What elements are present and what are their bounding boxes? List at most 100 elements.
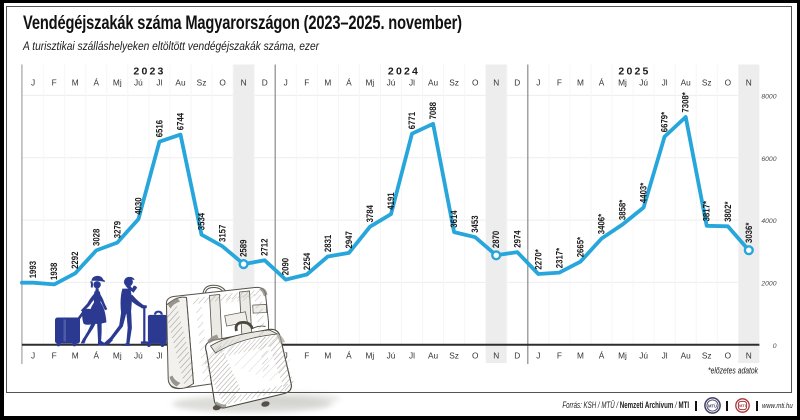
svg-text:Au: Au (428, 78, 439, 88)
svg-text:O: O (725, 351, 732, 361)
svg-text:2712: 2712 (259, 238, 270, 255)
svg-text:3534: 3534 (196, 213, 207, 230)
svg-text:7088: 7088 (427, 102, 438, 119)
svg-text:2090: 2090 (280, 258, 291, 275)
svg-text:3279: 3279 (112, 221, 123, 238)
svg-text:3406*: 3406* (596, 213, 607, 234)
svg-text:MTÜ: MTÜ (708, 403, 717, 408)
svg-text:6744: 6744 (175, 113, 186, 130)
svg-text:4403*: 4403* (638, 182, 649, 203)
svg-text:Jú: Jú (134, 351, 143, 361)
svg-text:Sz: Sz (449, 78, 459, 88)
svg-text:M: M (324, 351, 331, 361)
svg-text:4191: 4191 (385, 192, 396, 209)
svg-text:Au: Au (175, 78, 186, 88)
svg-text:M: M (577, 78, 584, 88)
svg-text:J: J (536, 78, 540, 88)
svg-text:2870: 2870 (490, 231, 501, 248)
svg-text:3858*: 3858* (617, 199, 628, 220)
svg-text:D: D (514, 78, 520, 88)
svg-text:Á: Á (346, 78, 352, 88)
svg-text:M: M (324, 78, 331, 88)
svg-text:3028: 3028 (91, 229, 102, 246)
svg-text:2831: 2831 (322, 235, 333, 252)
svg-text:F: F (52, 351, 57, 361)
svg-text:Sz: Sz (702, 351, 712, 361)
svg-text:Sz: Sz (702, 78, 712, 88)
svg-text:2024: 2024 (388, 66, 420, 78)
svg-text:1993: 1993 (27, 261, 38, 278)
svg-text:F: F (304, 351, 309, 361)
svg-text:1938: 1938 (48, 263, 59, 280)
svg-text:J: J (31, 78, 35, 88)
svg-text:6771: 6771 (406, 112, 417, 129)
svg-text:Mj: Mj (618, 351, 627, 361)
svg-text:Au: Au (428, 351, 439, 361)
svg-text:Jl: Jl (409, 78, 415, 88)
svg-text:F: F (304, 78, 309, 88)
svg-text:2270*: 2270* (533, 249, 544, 270)
svg-text:8000: 8000 (761, 93, 776, 100)
svg-text:F: F (557, 351, 562, 361)
svg-text:N: N (493, 78, 499, 88)
svg-text:2665*: 2665* (575, 236, 586, 257)
svg-text:N: N (746, 78, 752, 88)
svg-text:2947: 2947 (343, 231, 354, 248)
svg-text:Mj: Mj (113, 351, 122, 361)
svg-text:N: N (241, 78, 247, 88)
svg-text:3817*: 3817* (701, 200, 712, 221)
svg-text:Au: Au (681, 351, 692, 361)
svg-text:Mj: Mj (366, 78, 375, 88)
svg-text:O: O (725, 78, 732, 88)
svg-text:D: D (262, 78, 268, 88)
svg-text:Jl: Jl (409, 351, 415, 361)
svg-text:M: M (577, 351, 584, 361)
svg-text:Jú: Jú (639, 78, 648, 88)
svg-text:J: J (31, 351, 35, 361)
svg-text:Jl: Jl (662, 351, 668, 361)
svg-text:0: 0 (773, 343, 777, 350)
svg-text:2000: 2000 (760, 280, 776, 287)
svg-text:Á: Á (94, 78, 100, 88)
svg-text:4030: 4030 (133, 197, 144, 214)
svg-text:J: J (284, 78, 288, 88)
svg-text:Á: Á (94, 351, 100, 361)
svg-text:F: F (557, 78, 562, 88)
svg-text:2254: 2254 (301, 253, 312, 270)
svg-text:Jl: Jl (156, 78, 162, 88)
svg-text:Á: Á (346, 351, 352, 361)
svg-text:6679*: 6679* (659, 111, 670, 132)
svg-text:Au: Au (681, 78, 692, 88)
svg-text:Mj: Mj (366, 351, 375, 361)
svg-text:Sz: Sz (449, 351, 459, 361)
svg-text:MTI: MTI (739, 404, 746, 408)
svg-text:Á: Á (599, 78, 605, 88)
svg-text:N: N (746, 351, 752, 361)
svg-text:3784: 3784 (364, 205, 375, 222)
svg-text:Jl: Jl (156, 351, 162, 361)
svg-text:4000: 4000 (761, 218, 776, 225)
svg-text:Sz: Sz (197, 78, 207, 88)
svg-text:7308*: 7308* (680, 92, 691, 113)
svg-text:Jú: Jú (387, 351, 396, 361)
svg-text:3036*: 3036* (743, 222, 754, 243)
svg-text:3453: 3453 (469, 215, 480, 232)
svg-text:N: N (493, 351, 499, 361)
svg-text:J: J (536, 351, 540, 361)
svg-text:Jú: Jú (639, 351, 648, 361)
svg-text:O: O (472, 78, 479, 88)
svg-text:3802*: 3802* (722, 201, 733, 222)
svg-text:J: J (284, 351, 288, 361)
svg-text:M: M (72, 351, 79, 361)
svg-text:Mj: Mj (113, 78, 122, 88)
svg-text:*előzetes adatok: *előzetes adatok (708, 366, 758, 376)
svg-text:Jú: Jú (134, 78, 143, 88)
svg-text:Jú: Jú (387, 78, 396, 88)
svg-text:2317*: 2317* (554, 247, 565, 268)
svg-text:2023: 2023 (133, 66, 165, 78)
svg-text:M: M (72, 78, 79, 88)
svg-text:O: O (219, 78, 226, 88)
svg-text:Á: Á (599, 351, 605, 361)
svg-text:D: D (514, 351, 520, 361)
svg-text:Jl: Jl (662, 78, 668, 88)
